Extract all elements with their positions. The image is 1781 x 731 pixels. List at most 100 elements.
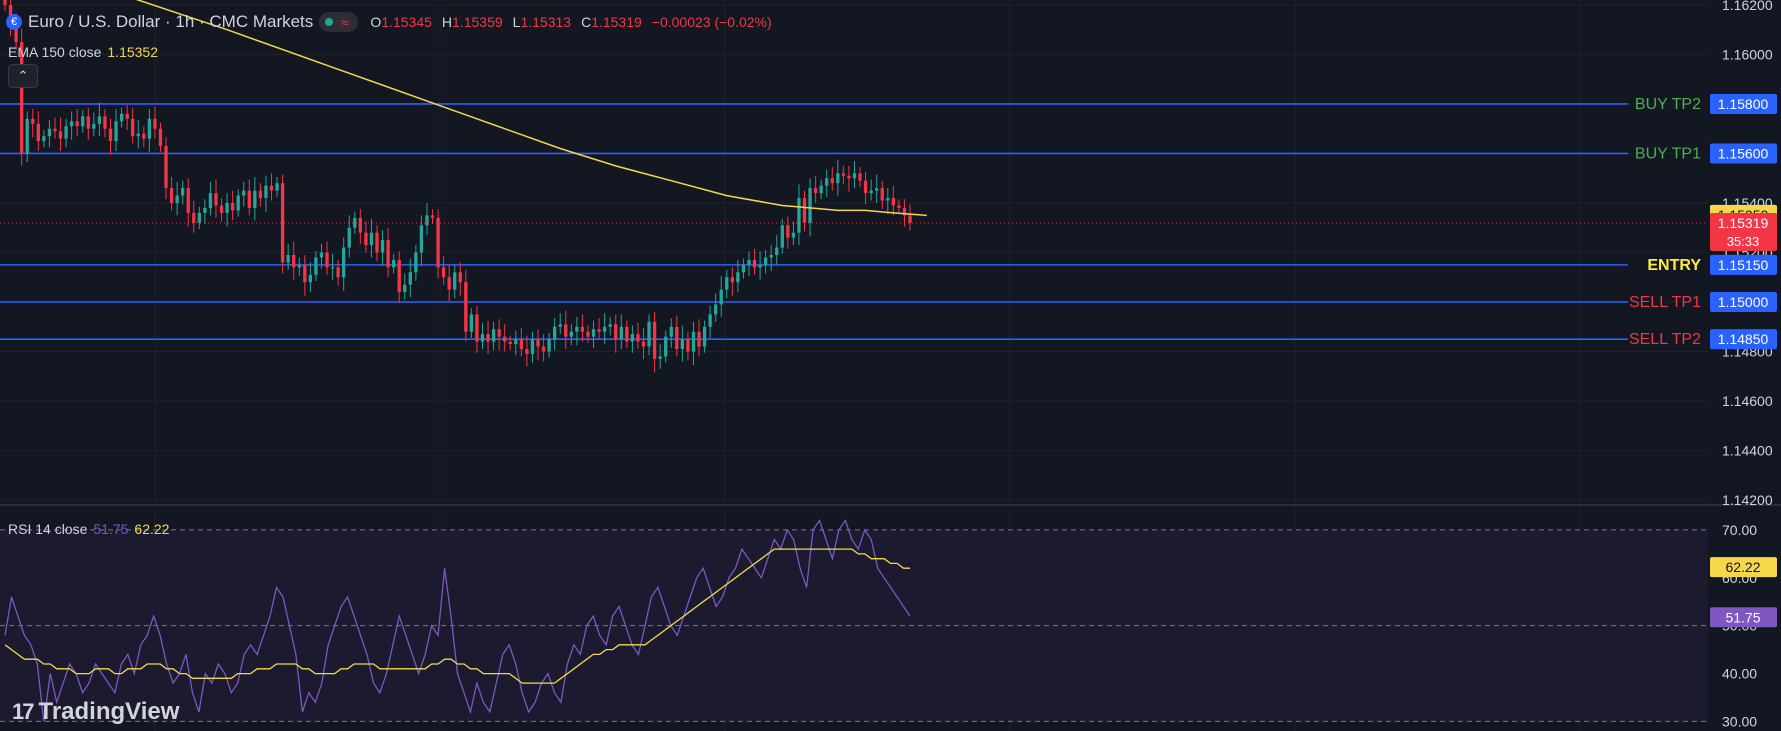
price-level-label: SELL TP1: [1629, 294, 1701, 311]
candle-body: [42, 136, 46, 142]
euro-dollar-flag-icon[interactable]: €: [6, 14, 22, 30]
candle-body: [519, 339, 524, 350]
candle-body: [836, 173, 840, 184]
candle-body: [552, 326, 557, 340]
price-level-label: ENTRY: [1647, 257, 1701, 274]
candle-body: [386, 240, 390, 268]
countdown-timer: 35:33: [1727, 234, 1760, 249]
candle-body: [125, 113, 129, 119]
close-label: C: [581, 14, 592, 30]
candle-body: [169, 188, 174, 203]
price-axis-tick: 1.14200: [1722, 492, 1773, 508]
candle-body: [81, 116, 85, 127]
price-level-badge-value: 1.15600: [1718, 145, 1769, 161]
price-level-label: SELL TP2: [1629, 331, 1701, 348]
price-level-badge: [1710, 93, 1777, 114]
price-level-badge: [1710, 143, 1777, 164]
rsi-legend[interactable]: RSI 14 close 51.75 62.22: [8, 521, 169, 537]
candle-body: [258, 190, 263, 199]
high-value: 1.15359: [452, 14, 503, 30]
candle-body: [830, 178, 834, 184]
change-value: −0.00023 (−0.02%): [651, 14, 772, 30]
rsi-ma-line: [4, 548, 910, 684]
candle-body: [108, 128, 113, 142]
candle-body: [219, 205, 224, 213]
candle-body: [447, 277, 451, 290]
tradingview-wordmark: TradingView: [38, 698, 180, 725]
candle-body: [158, 128, 163, 147]
candle-body: [369, 232, 374, 246]
symbol-title[interactable]: Euro / U.S. Dollar · 1h · CMC Markets: [28, 12, 314, 31]
candle-body: [197, 212, 201, 223]
candle-body: [625, 326, 629, 342]
candle-body: [436, 217, 440, 268]
candle-body: [408, 272, 412, 285]
candle-body: [786, 225, 790, 238]
candle-body: [247, 190, 251, 208]
chart-header: € Euro / U.S. Dollar · 1h · CMC Markets …: [6, 10, 772, 34]
candle-body: [236, 195, 240, 211]
candle-body: [131, 118, 135, 137]
candle-body: [480, 334, 485, 342]
candle-body: [19, 42, 24, 154]
candle-body: [153, 118, 157, 129]
candle-body: [441, 267, 446, 278]
candle-body: [719, 289, 723, 305]
candle-body: [380, 240, 385, 253]
candle-body: [819, 185, 823, 194]
candle-body: [175, 195, 179, 203]
candle-body: [658, 356, 662, 359]
chevron-up-icon: ⌃: [17, 68, 29, 83]
candle-body: [64, 126, 68, 139]
candle-body: [292, 254, 296, 268]
ema-value: 1.15352: [107, 44, 158, 60]
candle-body: [708, 314, 712, 327]
candle-body: [164, 146, 168, 189]
candle-body: [902, 207, 907, 216]
candle-body: [691, 331, 696, 352]
candle-body: [69, 121, 74, 127]
candle-body: [397, 259, 401, 293]
candle-body: [852, 173, 857, 179]
candle-body: [486, 334, 490, 342]
candle-body: [797, 198, 801, 233]
candle-body: [536, 339, 540, 347]
candle-body: [630, 334, 635, 342]
candle-body: [3, 0, 7, 5]
candle-body: [269, 185, 274, 191]
price-level-badge: [1710, 292, 1777, 313]
candle-body: [453, 272, 457, 290]
market-status-pill[interactable]: ≈: [319, 12, 359, 32]
candle-body: [908, 215, 912, 223]
candle-body: [264, 185, 268, 199]
candle-body: [308, 274, 313, 283]
price-axis-tick: 1.14400: [1722, 443, 1773, 459]
candle-body: [514, 339, 518, 345]
last-price-badge: [1710, 213, 1777, 252]
candle-body: [103, 116, 107, 129]
rsi-ma-badge: [1710, 557, 1777, 578]
candle-body: [780, 225, 784, 248]
low-value: 1.15313: [520, 14, 572, 30]
candle-body: [336, 267, 340, 278]
candle-body: [14, 24, 18, 43]
candle-body: [664, 336, 668, 357]
candle-body: [702, 326, 707, 347]
candle-body: [347, 227, 351, 248]
candle-body: [225, 202, 229, 213]
candle-body: [97, 116, 102, 124]
candle-body: [230, 202, 235, 211]
candle-body: [858, 173, 862, 181]
candle-body: [92, 123, 96, 129]
candle-body: [181, 188, 185, 196]
candle-body: [25, 118, 29, 154]
tradingview-logo[interactable]: 17 TradingView: [12, 698, 179, 726]
close-value: 1.15319: [591, 14, 642, 30]
candle-body: [591, 329, 596, 337]
collapse-legend-button[interactable]: ⌃: [8, 64, 38, 88]
candle-body: [697, 331, 701, 347]
candle-body: [802, 198, 807, 223]
ema-legend[interactable]: EMA 150 close 1.15352: [8, 44, 158, 60]
candle-body: [580, 326, 585, 332]
